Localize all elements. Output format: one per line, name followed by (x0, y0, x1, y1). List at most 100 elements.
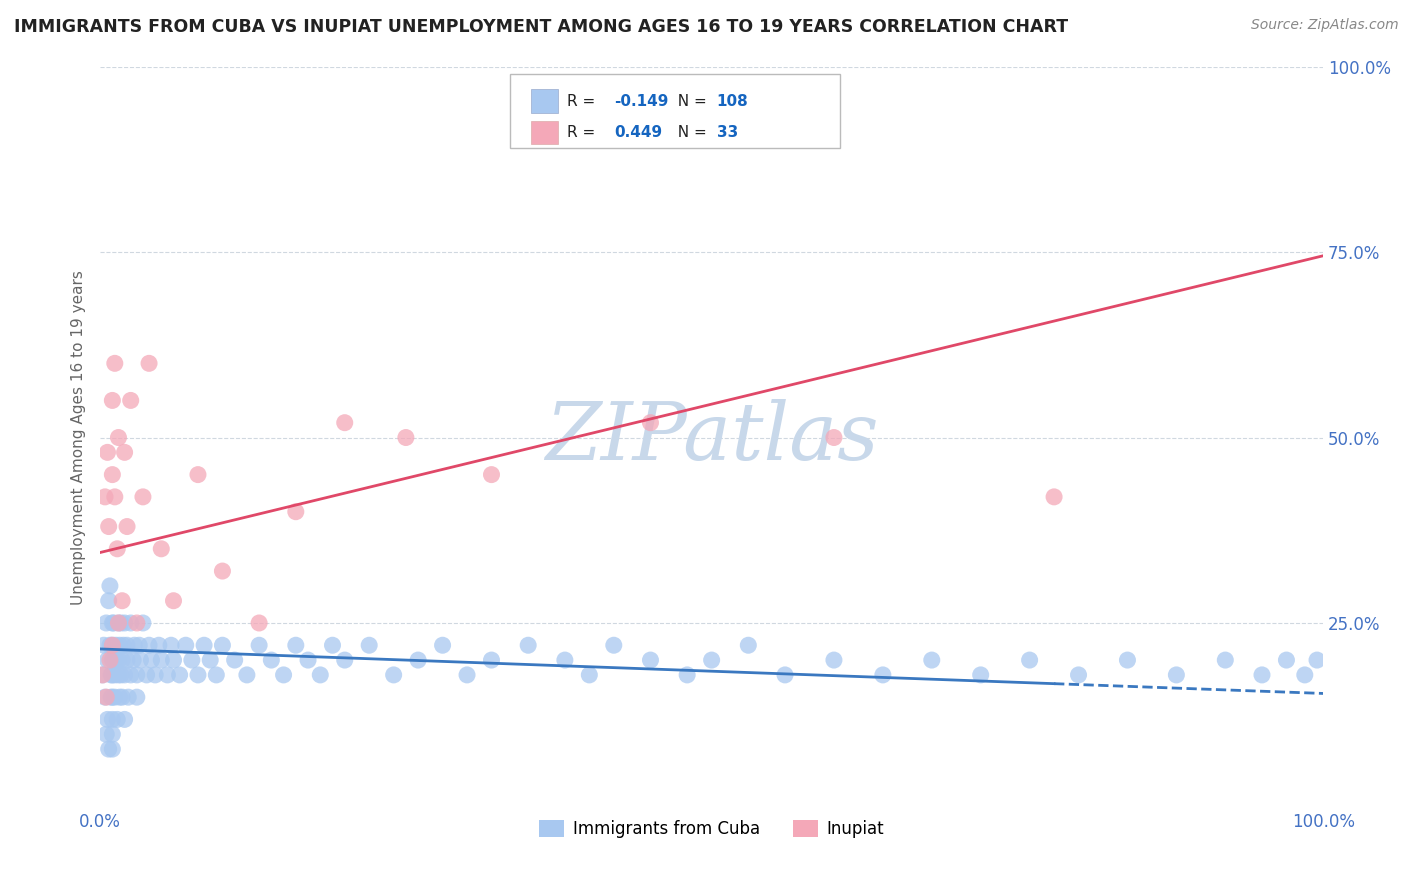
Point (872, 668, 894, 682)
Point (96, 727, 118, 741)
Point (150, 541, 173, 556)
Point (101, 653, 124, 667)
Text: 0.449: 0.449 (614, 125, 662, 140)
Point (107, 653, 129, 667)
Point (247, 638, 270, 652)
Point (96, 690, 118, 705)
Point (132, 490, 155, 504)
Point (700, 653, 723, 667)
Point (284, 505, 307, 519)
Point (104, 668, 127, 682)
Point (110, 615, 132, 630)
Point (481, 467, 503, 482)
Point (98, 638, 121, 652)
Point (187, 467, 209, 482)
Point (193, 638, 215, 652)
Point (211, 564, 233, 578)
Point (406, 653, 429, 667)
Point (284, 638, 307, 652)
Point (141, 653, 163, 667)
Text: ZIPatlas: ZIPatlas (546, 399, 879, 476)
Point (1018, 653, 1040, 667)
Text: R =: R = (567, 125, 600, 140)
Point (603, 638, 626, 652)
Point (100, 690, 122, 705)
FancyBboxPatch shape (530, 89, 558, 113)
Point (132, 615, 155, 630)
Point (96, 713, 118, 727)
Point (105, 638, 128, 652)
Point (124, 638, 146, 652)
Point (297, 653, 319, 667)
Text: N =: N = (668, 94, 711, 109)
Point (101, 727, 124, 741)
Point (101, 615, 124, 630)
Point (1067, 668, 1090, 682)
Point (1251, 668, 1274, 682)
Point (211, 638, 233, 652)
Point (96, 653, 118, 667)
Point (578, 668, 600, 682)
Point (205, 668, 228, 682)
Point (101, 668, 124, 682)
Point (100, 668, 122, 682)
Point (247, 615, 270, 630)
Point (333, 416, 356, 430)
Text: N =: N = (668, 125, 711, 140)
Point (96, 615, 118, 630)
Point (1294, 668, 1316, 682)
Point (773, 668, 796, 682)
FancyBboxPatch shape (510, 74, 839, 148)
Y-axis label: Unemployment Among Ages 16 to 19 years: Unemployment Among Ages 16 to 19 years (72, 270, 86, 605)
Point (737, 638, 759, 652)
Point (125, 615, 148, 630)
Point (160, 638, 183, 652)
Point (107, 615, 129, 630)
Point (135, 668, 157, 682)
Point (111, 653, 134, 667)
Point (921, 653, 943, 667)
Point (273, 668, 295, 682)
Point (114, 713, 136, 727)
Point (236, 668, 259, 682)
Text: 108: 108 (717, 94, 748, 109)
Legend: Immigrants from Cuba, Inupiat: Immigrants from Cuba, Inupiat (533, 814, 890, 845)
Point (129, 653, 152, 667)
Text: IMMIGRANTS FROM CUBA VS INUPIAT UNEMPLOYMENT AMONG AGES 16 TO 19 YEARS CORRELATI: IMMIGRANTS FROM CUBA VS INUPIAT UNEMPLOY… (14, 18, 1069, 36)
Point (640, 653, 662, 667)
Point (321, 638, 343, 652)
Point (122, 653, 145, 667)
Point (105, 653, 128, 667)
Point (111, 593, 134, 607)
Point (115, 653, 138, 667)
Point (120, 615, 142, 630)
Point (107, 430, 129, 444)
Point (517, 638, 540, 652)
Point (94, 490, 117, 504)
Point (103, 615, 125, 630)
Point (120, 393, 142, 408)
Point (1275, 653, 1298, 667)
Point (104, 490, 127, 504)
Point (174, 638, 197, 652)
Point (117, 690, 139, 705)
Point (111, 690, 134, 705)
Point (162, 593, 184, 607)
Point (1306, 653, 1329, 667)
Point (333, 653, 356, 667)
Point (200, 653, 222, 667)
Point (676, 668, 699, 682)
Point (94, 690, 117, 705)
Point (108, 638, 131, 652)
Point (224, 653, 246, 667)
Point (169, 668, 191, 682)
Point (138, 638, 160, 652)
Point (640, 416, 662, 430)
Point (98, 653, 121, 667)
FancyBboxPatch shape (530, 120, 558, 145)
Point (970, 668, 993, 682)
Point (101, 690, 124, 705)
Point (108, 690, 131, 705)
Point (148, 638, 170, 652)
Point (1043, 490, 1066, 504)
